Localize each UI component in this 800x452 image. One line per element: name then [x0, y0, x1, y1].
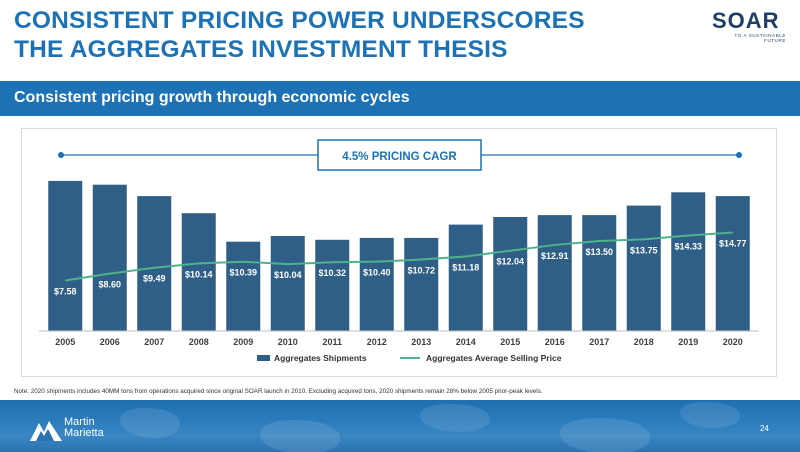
- legend-label-price: Aggregates Average Selling Price: [426, 353, 562, 363]
- soar-logo: SOAR TO A SUSTAINABLE FUTURE: [712, 8, 786, 44]
- shipment-bar: [404, 237, 439, 331]
- x-tick-label: 2006: [100, 337, 120, 347]
- x-tick-label: 2009: [233, 337, 253, 347]
- price-data-label: $10.72: [407, 266, 435, 276]
- footer-texture: [260, 420, 340, 452]
- price-data-label: $11.18: [452, 262, 479, 272]
- slide-title-line2: THE AGGREGATES INVESTMENT THESIS: [14, 36, 508, 63]
- price-data-label: $8.60: [98, 280, 121, 290]
- x-tick-label: 2019: [678, 337, 698, 347]
- chart-panel: 4.5% PRICING CAGR 2005 2006 2007 2008 2009 201…: [21, 128, 777, 377]
- slide-title-line1: CONSISTENT PRICING POWER UNDERSCORES: [14, 7, 585, 34]
- x-tick-label: 2005: [55, 337, 75, 347]
- price-data-label: $12.04: [496, 257, 524, 267]
- x-tick-label: 2010: [278, 337, 298, 347]
- footer-texture: [560, 418, 650, 452]
- x-tick-label: 2018: [634, 337, 654, 347]
- shipment-bar: [448, 224, 483, 331]
- price-data-label: $10.04: [274, 270, 302, 280]
- cagr-annotation-text: 4.5% PRICING CAGR: [342, 151, 457, 163]
- footer-band: Martin Marietta: [0, 400, 800, 452]
- martin-marietta-wordmark: Martin Marietta: [64, 417, 104, 439]
- shipment-bar: [359, 237, 394, 331]
- shipment-bar: [92, 184, 127, 331]
- footer-texture: [420, 404, 490, 432]
- shipment-bar: [715, 196, 750, 331]
- footer-texture: [680, 402, 740, 428]
- slide-title: CONSISTENT PRICING POWER UNDERSCORES THE…: [14, 6, 585, 64]
- shipment-bar: [537, 215, 572, 331]
- price-data-label: $7.58: [54, 286, 77, 296]
- shipment-bar: [137, 196, 172, 331]
- legend-swatch-shipments: [257, 355, 270, 361]
- x-tick-label: 2007: [144, 337, 164, 347]
- shipment-bar: [181, 213, 216, 331]
- shipment-bar: [493, 217, 528, 331]
- martin-marietta-line1: Martin: [64, 416, 95, 428]
- price-data-label: $13.50: [585, 247, 613, 257]
- subtitle-band: Consistent pricing growth through econom…: [0, 81, 800, 116]
- price-data-label: $10.39: [229, 268, 257, 278]
- shipment-bar: [582, 215, 617, 331]
- x-tick-label: 2013: [411, 337, 431, 347]
- footnote: Note: 2020 shipments includes 40MM tons …: [14, 388, 543, 395]
- price-data-label: $10.14: [185, 269, 213, 279]
- legend-label-shipments: Aggregates Shipments: [274, 353, 367, 363]
- shipment-bar: [626, 205, 661, 331]
- martin-marietta-logo-icon: [30, 421, 62, 441]
- price-data-label: $13.75: [630, 245, 658, 255]
- x-tick-label: 2008: [189, 337, 209, 347]
- soar-logo-word: SOAR: [712, 8, 780, 33]
- price-data-label: $14.77: [719, 239, 747, 249]
- price-data-label: $10.32: [318, 268, 346, 278]
- shipment-bar: [315, 239, 350, 331]
- x-tick-label: 2014: [456, 337, 476, 347]
- shipment-bar: [671, 192, 706, 331]
- x-tick-label: 2015: [500, 337, 520, 347]
- chart-svg: 4.5% PRICING CAGR 2005 2006 2007 2008 2009 201…: [39, 139, 759, 363]
- shipment-bar: [270, 236, 305, 331]
- price-data-label: $10.40: [363, 268, 391, 278]
- cagr-annotation-box: [317, 139, 482, 171]
- shipment-bar: [226, 241, 261, 331]
- price-data-label: $12.91: [541, 251, 569, 261]
- x-tick-label: 2016: [545, 337, 565, 347]
- band-divider: [0, 116, 800, 118]
- x-tick-label: 2020: [723, 337, 743, 347]
- shipment-bar: [48, 180, 83, 331]
- subtitle-text: Consistent pricing growth through econom…: [14, 89, 410, 106]
- soar-logo-tagline: TO A SUSTAINABLE FUTURE: [734, 33, 786, 43]
- price-line: [65, 231, 733, 282]
- x-tick-label: 2012: [367, 337, 387, 347]
- cagr-bracket-dot-right: [736, 152, 742, 158]
- x-tick-label: 2017: [589, 337, 609, 347]
- price-data-label: $9.49: [143, 274, 166, 284]
- x-tick-label: 2011: [322, 337, 342, 347]
- footer-texture: [120, 408, 180, 438]
- martin-marietta-line2: Marietta: [64, 427, 104, 439]
- price-data-label: $14.33: [674, 241, 702, 251]
- cagr-bracket-dot-left: [58, 152, 64, 158]
- page-number: 24: [760, 424, 769, 433]
